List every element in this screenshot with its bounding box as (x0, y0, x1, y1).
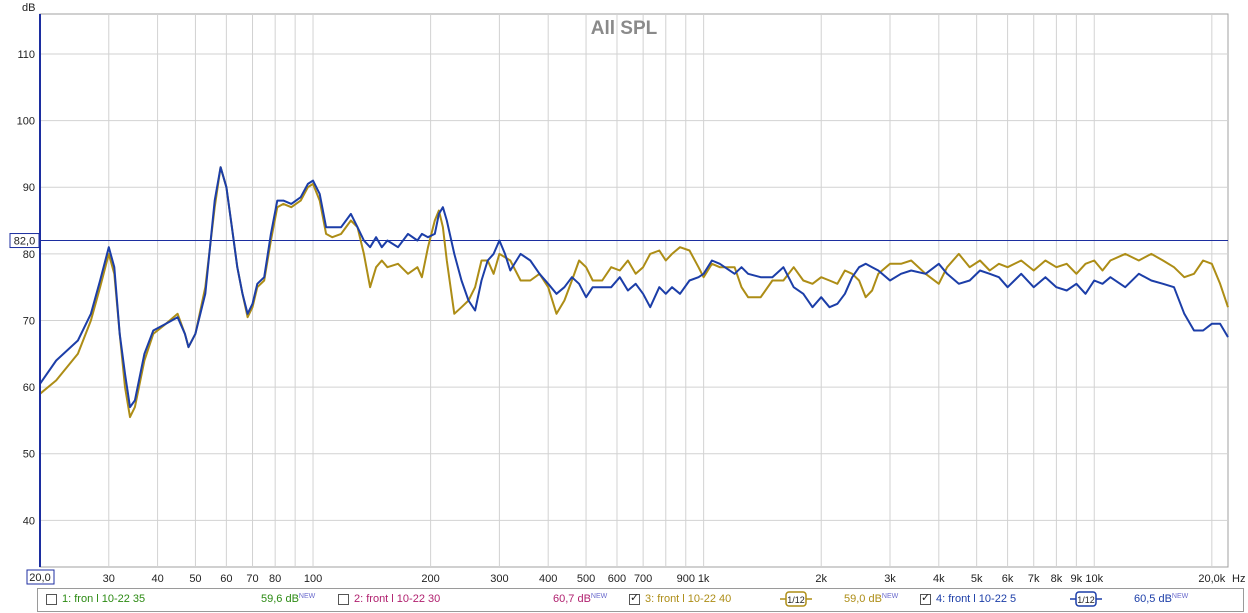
x-tick-label: 50 (189, 573, 201, 585)
x-tick-label: 60 (220, 573, 232, 585)
x-start-label: 20,0 (29, 572, 50, 584)
x-tick-label: 3k (884, 573, 896, 585)
y-tick-label: 60 (23, 382, 35, 394)
x-tick-label: 500 (577, 573, 595, 585)
legend-value-3: 59,0 dBNEW (844, 593, 899, 605)
y-tick-label: 80 (23, 249, 35, 261)
chart-title: All SPL (591, 18, 658, 39)
legend-bar: 1: fron l 10-22 35 59,6 dBNEW 2: front l… (37, 588, 1244, 612)
x-tick-label: 600 (608, 573, 626, 585)
data-series (39, 166, 1229, 419)
x-start-box[interactable] (26, 569, 55, 585)
reference-level-line[interactable]: 82,0 (9, 233, 1228, 249)
new-badge-3: NEW (881, 593, 899, 600)
x-tick-label: 400 (539, 573, 557, 585)
x-tick-label: 200 (421, 573, 439, 585)
x-tick-label: 8k (1051, 573, 1063, 585)
legend-label-2: 2: front l 10-22 30 (354, 593, 441, 605)
x-tick-label: 9k (1071, 573, 1083, 585)
y-tick-label: 100 (17, 116, 35, 128)
y-tick-label: 90 (23, 182, 35, 194)
y-tick-label: 50 (23, 449, 35, 461)
x-tick-label: 6k (1002, 573, 1014, 585)
y-tick-label: 40 (23, 515, 35, 527)
x-tick-label: 4k (933, 573, 945, 585)
y-tick-label: 70 (23, 315, 35, 327)
x-tick-label: 2k (815, 573, 827, 585)
series-line-4 (39, 166, 1229, 409)
reference-label: 82,0 (14, 236, 35, 248)
new-badge-2: NEW (590, 593, 608, 600)
legend-checkbox-2[interactable] (338, 593, 349, 605)
x-tick-label: 100 (304, 573, 322, 585)
smoothing-label-3: 1/12 (787, 595, 805, 605)
legend-label-1: 1: fron l 10-22 35 (62, 593, 146, 605)
legend-label-4: 4: front l 10-22 5 (936, 593, 1017, 605)
legend-checkbox-4[interactable] (920, 591, 931, 605)
x-tick-label: 70 (246, 573, 258, 585)
legend-item-3[interactable]: 3: front l 10-22 40 (629, 591, 732, 605)
legend-checkbox-1[interactable] (46, 593, 57, 605)
x-tick-label: 7k (1028, 573, 1040, 585)
y-axis-label: dB (22, 2, 35, 14)
new-badge-4: NEW (1171, 593, 1189, 600)
legend-value-4: 60,5 dBNEW (1134, 593, 1189, 605)
legend-label-3: 3: front l 10-22 40 (645, 593, 732, 605)
plot-area (39, 13, 1229, 568)
smoothing-icon-4[interactable]: 1/12 (1070, 590, 1102, 607)
smoothing-label-4: 1/12 (1077, 595, 1095, 605)
spl-chart: 82,0 40 50 60 70 80 90 100 110 30 40 50 60 70 80 100 20… (9, 2, 1245, 585)
x-tick-label: 80 (269, 573, 281, 585)
x-tick-label: 1k (698, 573, 710, 585)
axes: 40 50 60 70 80 90 100 110 30 40 50 60 70 80 100 200 300 4… (17, 14, 1226, 585)
legend-value-1: 59,6 dBNEW (261, 593, 316, 605)
legend-item-4[interactable]: 4: front l 10-22 5 (920, 591, 1017, 605)
x-tick-label: 10k (1085, 573, 1103, 585)
legend-item-1[interactable]: 1: fron l 10-22 35 (46, 593, 145, 605)
x-tick-label: 20,0k (1198, 573, 1225, 585)
smoothing-icon-3[interactable]: 1/12 (780, 590, 812, 607)
legend-item-2[interactable]: 2: front l 10-22 30 (338, 593, 440, 605)
new-badge-1: NEW (298, 593, 316, 600)
x-tick-label: 40 (151, 573, 163, 585)
grid-lines (39, 13, 1229, 568)
legend-checkbox-3[interactable] (629, 591, 640, 605)
x-tick-label: 30 (103, 573, 115, 585)
x-tick-label: 300 (490, 573, 508, 585)
x-tick-label: 900 (677, 573, 695, 585)
y-tick-label: 110 (17, 49, 35, 61)
x-tick-label: 5k (971, 573, 983, 585)
x-axis-label: Hz (1232, 573, 1245, 585)
x-tick-label: 700 (634, 573, 652, 585)
legend-value-2: 60,7 dBNEW (553, 593, 608, 605)
